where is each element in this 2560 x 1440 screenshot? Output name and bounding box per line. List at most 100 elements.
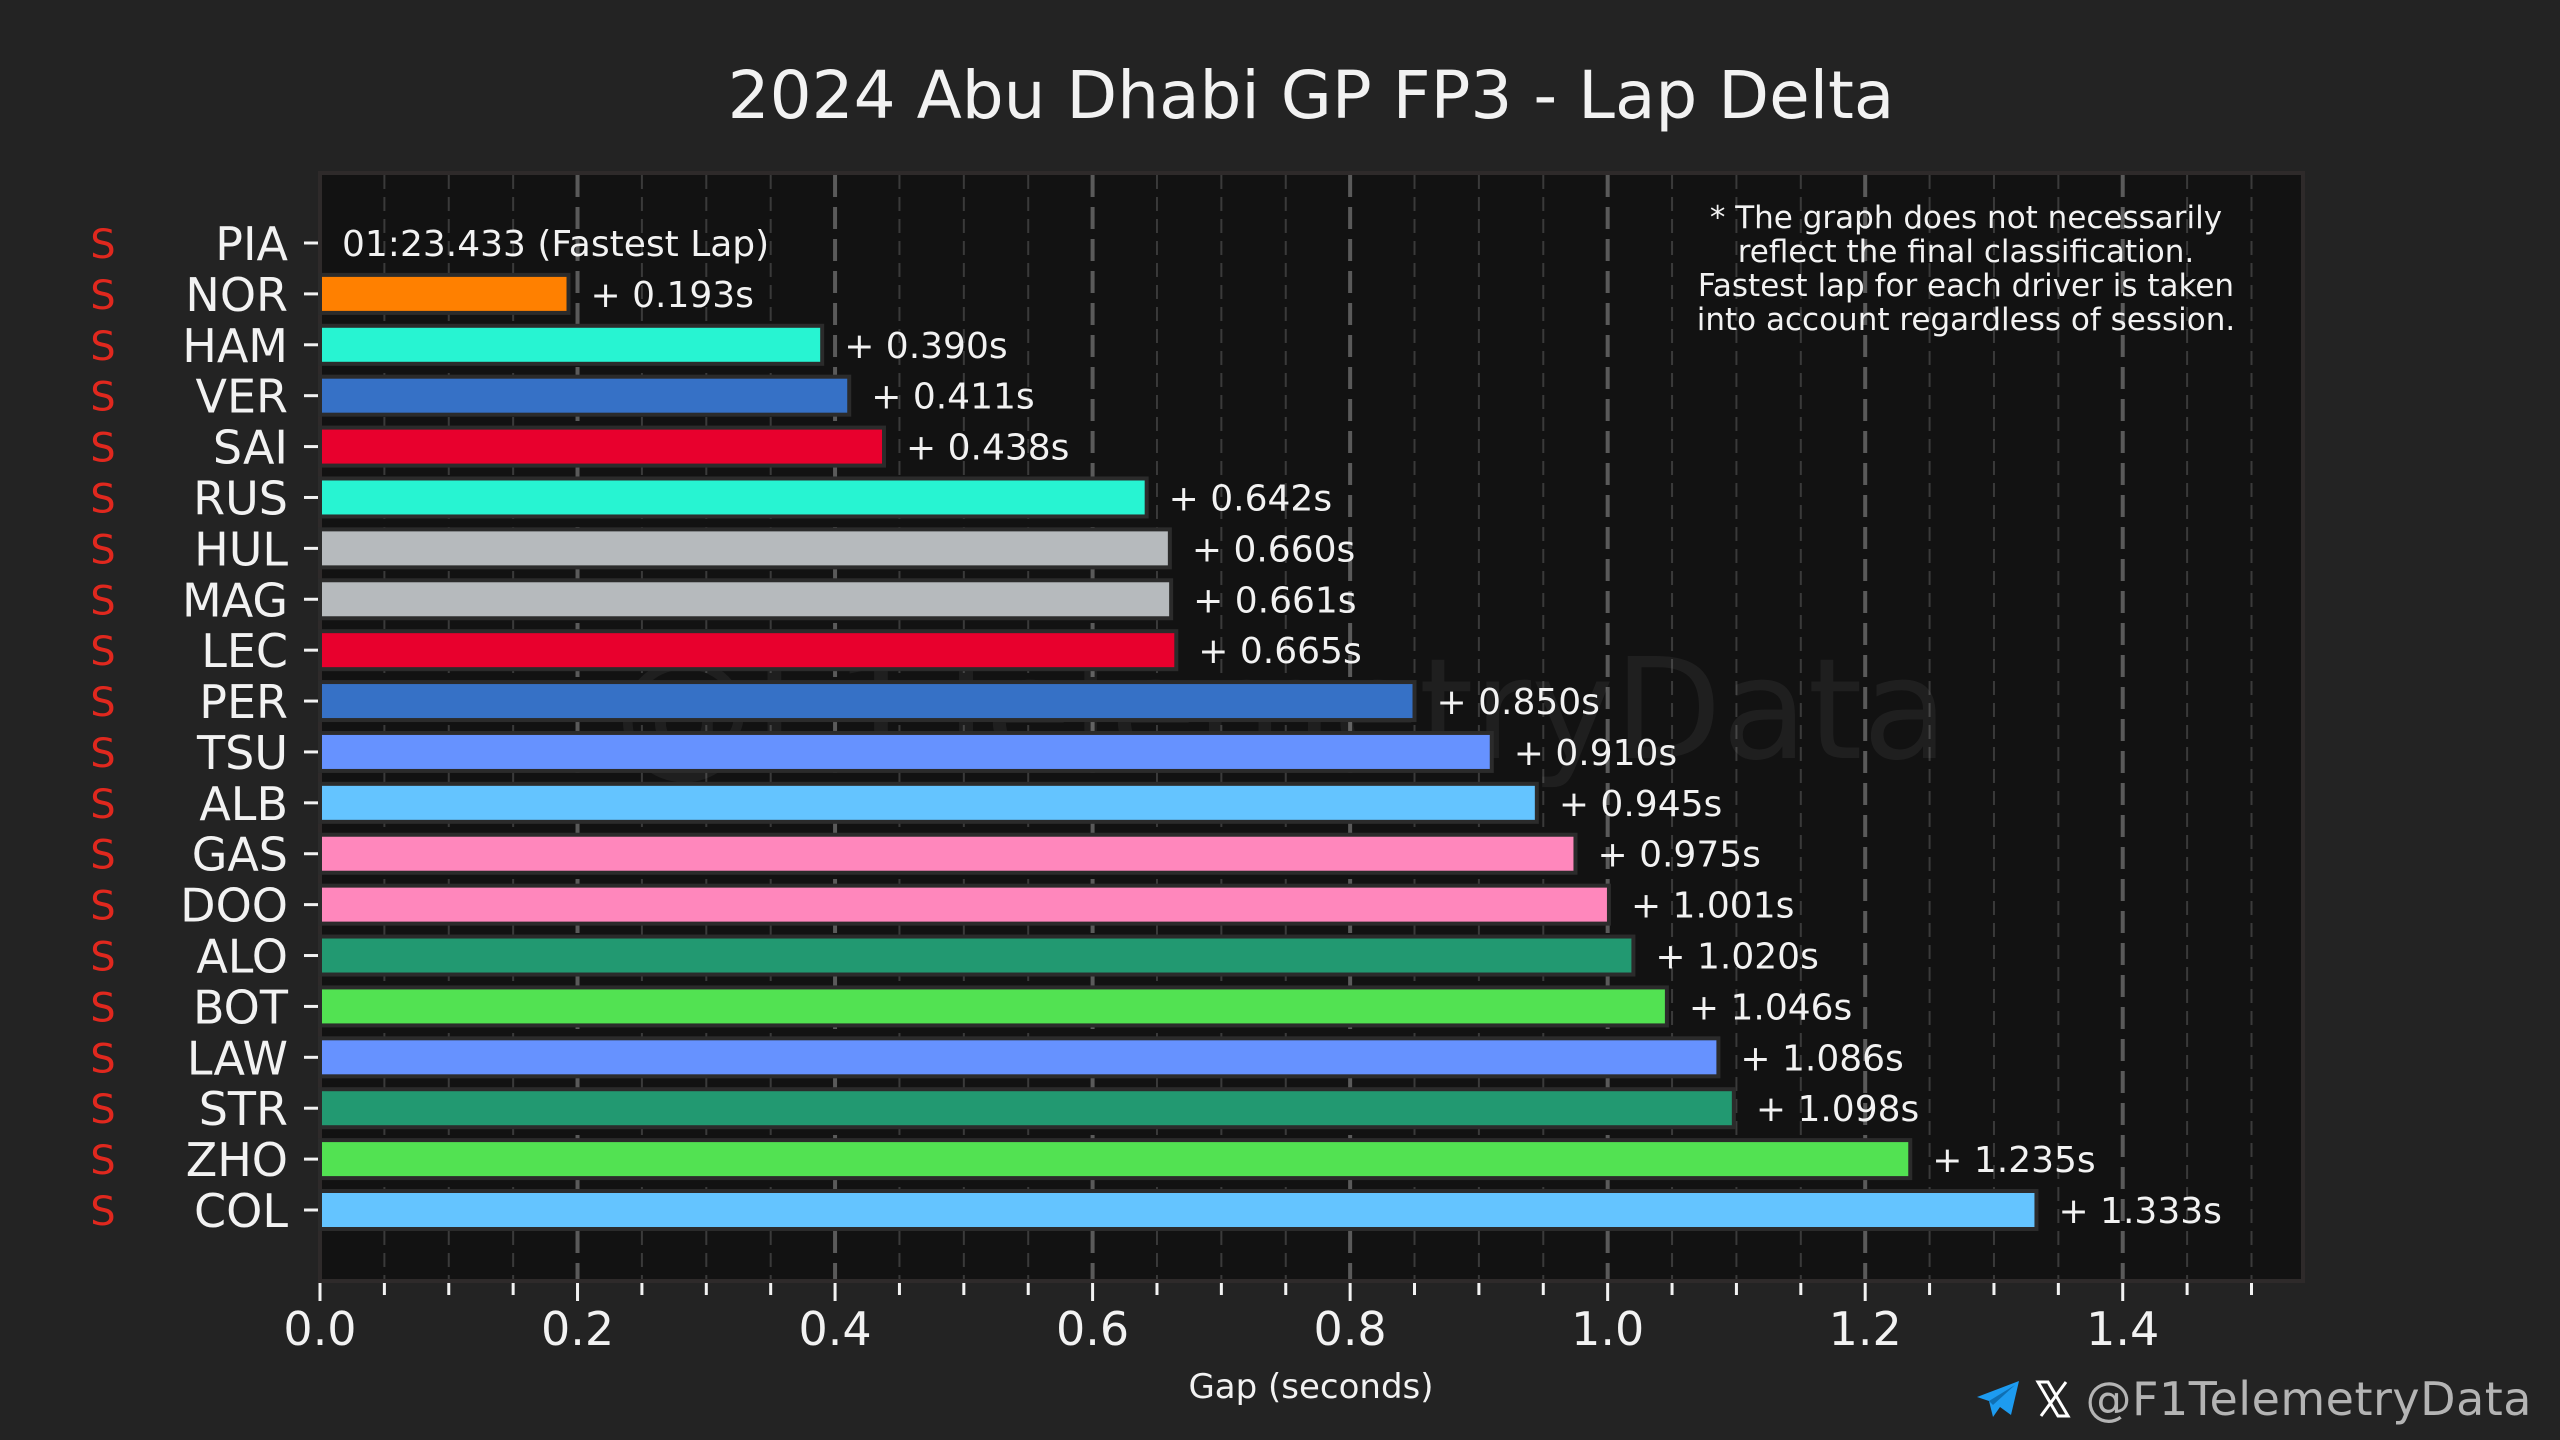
bars: 01:23.433 (Fastest Lap) + 0.193s + 0.390s +… [318,224,2222,1232]
chart-title: 2024 Abu Dhabi GP FP3 - Lap Delta [728,57,1895,134]
note-line: * The graph does not necessarily [1710,200,2222,236]
bar-value-label: + 0.665s [1198,631,1361,672]
x-logo-icon[interactable] [2035,1379,2072,1419]
driver-label: TSU [196,726,288,780]
x-axis: 0.0 0.2 0.4 0.6 0.8 1.0 1.2 1.4 [283,1283,2253,1356]
tyre-compound-label: S [90,578,115,624]
bar-value-label: + 0.910s [1514,733,1677,774]
bar-value-label: + 0.945s [1559,784,1722,825]
bar-nor [318,272,571,315]
bar-value-label: + 0.975s [1597,835,1760,876]
driver-label: PER [199,675,288,729]
bar-ham [318,323,825,366]
bar-value-label: + 1.235s [1932,1140,2095,1181]
bar-bot [318,985,1669,1028]
note-line: Fastest lap for each driver is taken [1698,268,2234,304]
bar-col [318,1189,2039,1231]
bar-value-label: + 1.046s [1689,987,1852,1028]
bar-law [318,1036,1721,1079]
bar-hul [318,527,1172,570]
x-tick-label: 1.2 [1829,1302,1902,1356]
bar-value-label: + 0.193s [591,275,754,316]
bar-value-label: + 0.850s [1437,682,1600,723]
tyre-compound-label: S [90,426,115,472]
disclaimer-note: * The graph does not necessarilyreflect … [1697,200,2235,338]
driver-label: HAM [182,319,288,373]
bar-ver [318,374,852,417]
bar-per [318,680,1417,723]
tyre-compound-label: S [90,1087,115,1133]
bar-alb [318,781,1539,824]
bar-value-label: + 1.098s [1756,1089,1919,1130]
bar-lec [318,629,1179,672]
bar-value-label: + 1.001s [1631,886,1794,927]
telegram-icon[interactable] [1975,1379,2021,1419]
driver-label: ZHO [186,1133,288,1187]
x-tick-label: 1.0 [1571,1302,1644,1356]
tyre-compound-label: S [90,324,115,370]
footer: @F1TelemetryData [1975,1372,2532,1426]
bar-sai [318,425,886,468]
tyre-compound-label: S [90,375,115,421]
driver-label: MAG [182,573,288,627]
tyre-compound-label: S [90,222,115,268]
tyre-compound-label: S [90,782,115,828]
driver-label: LEC [201,624,288,678]
x-axis-label: Gap (seconds) [1188,1367,1433,1407]
tyre-compound-label: S [90,731,115,777]
bar-value-label: + 0.660s [1192,529,1355,570]
bar-mag [318,578,1174,621]
tyre-compound-label: S [90,833,115,879]
tyre-compound-label: S [90,273,115,319]
bar-alo [318,934,1636,977]
tyre-compound-label: S [90,884,115,930]
tyre-compound-label: S [90,680,115,726]
bar-value-label: + 0.661s [1193,580,1356,621]
bar-tsu [318,730,1494,773]
x-tick-label: 1.4 [2086,1302,2159,1356]
tyre-compound-label: S [90,527,115,573]
tyre-compound-label: S [90,1189,115,1235]
note-line: into account regardless of session. [1697,302,2235,338]
bar-zho [318,1138,1913,1181]
bar-value-label: + 0.438s [906,428,1069,469]
driver-label: BOT [193,980,289,1034]
bar-doo [318,883,1611,926]
x-tick-label: 0.0 [283,1302,356,1356]
x-tick-label: 0.8 [1314,1302,1387,1356]
driver-label: LAW [187,1031,288,1085]
bar-str [318,1087,1736,1130]
bar-gas [318,832,1578,875]
driver-label: COL [194,1184,288,1238]
driver-label: STR [199,1082,288,1136]
y-axis-labels: S PIA S NOR S HAM S VER S SAI S RUS S HUL S MAG S LEC S PER… [90,217,318,1238]
x-tick-label: 0.4 [798,1302,871,1356]
note-line: reflect the final classification. [1738,234,2195,270]
tyre-compound-label: S [90,935,115,981]
bar-value-label: + 1.020s [1655,937,1818,978]
driver-label: DOO [180,879,288,933]
bar-rus [318,476,1149,519]
x-tick-label: 0.6 [1056,1302,1129,1356]
driver-label: ALB [199,777,288,831]
x-tick-label: 0.2 [541,1302,614,1356]
bar-value-label: + 0.642s [1169,478,1332,519]
driver-label: NOR [185,268,288,322]
tyre-compound-label: S [90,1138,115,1184]
tyre-compound-label: S [90,629,115,675]
tyre-compound-label: S [90,985,115,1031]
driver-label: VER [196,370,289,424]
driver-label: RUS [193,471,288,525]
tyre-compound-label: S [90,1036,115,1082]
driver-label: ALO [196,930,288,984]
bar-value-label: + 1.333s [2058,1191,2221,1232]
driver-label: GAS [192,828,288,882]
bar-value-label: + 0.411s [871,377,1034,418]
bar-value-label: + 1.086s [1740,1038,1903,1079]
tyre-compound-label: S [90,476,115,522]
fastest-lap-label: 01:23.433 (Fastest Lap) [342,224,769,265]
bar-value-label: + 0.390s [844,326,1007,367]
driver-label: PIA [215,217,288,271]
social-handle[interactable]: @F1TelemetryData [2085,1372,2532,1426]
